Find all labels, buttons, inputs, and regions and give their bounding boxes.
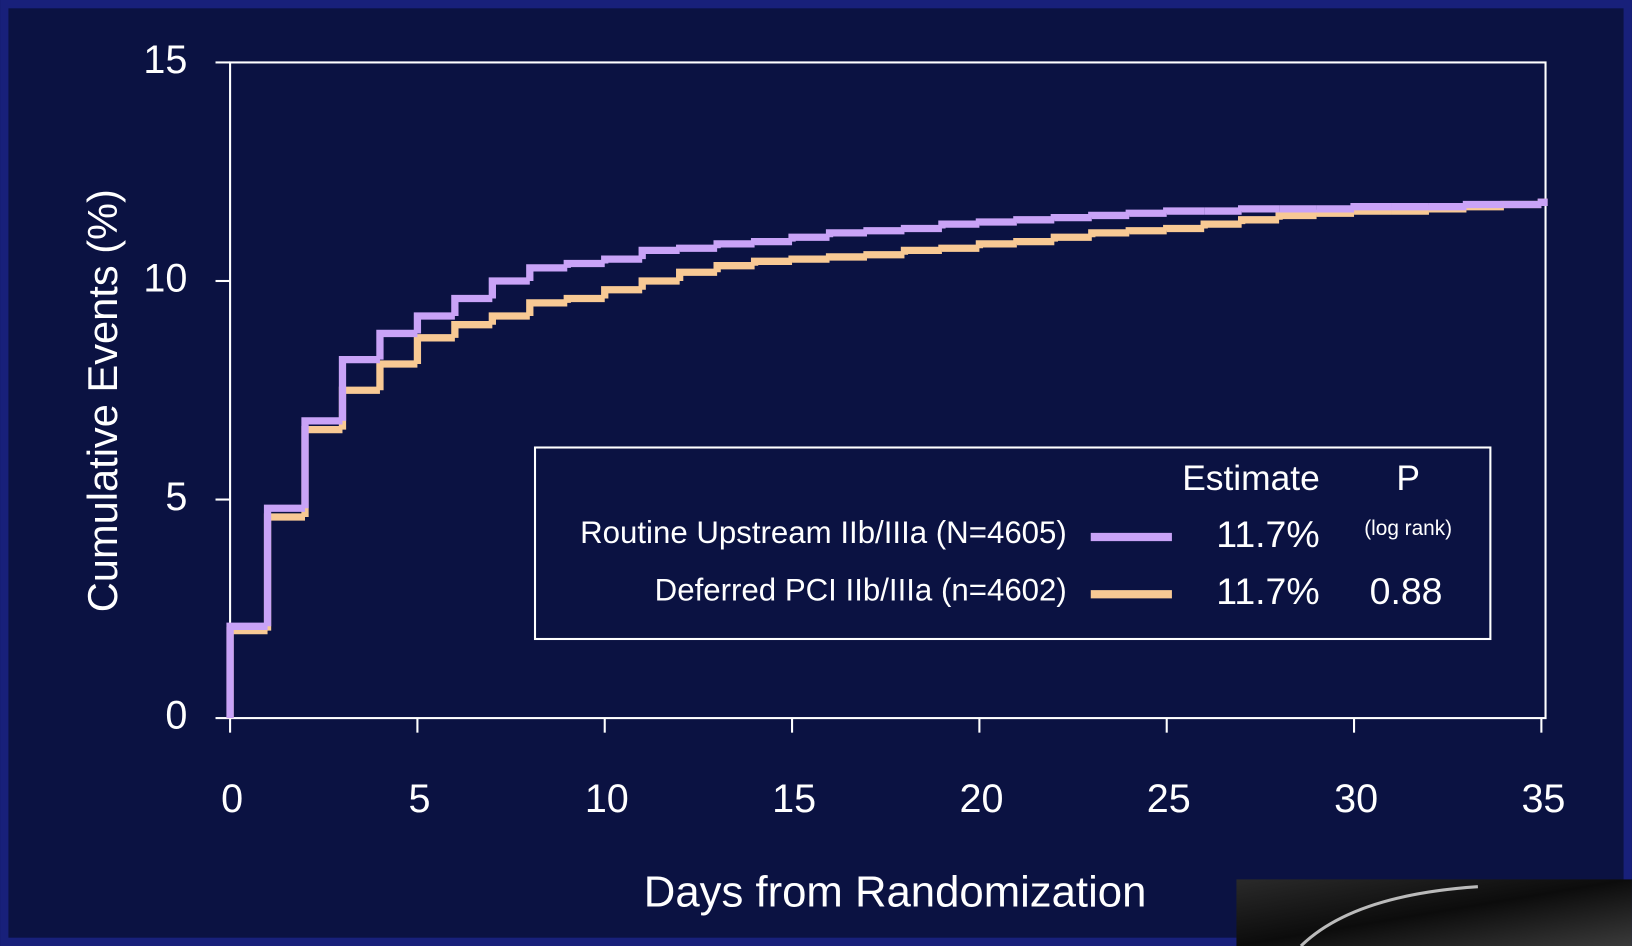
step-segment <box>755 242 792 244</box>
legend-estimate: 11.7% <box>1216 570 1319 612</box>
y-axis-title: Cumulative Events (%) <box>79 189 126 612</box>
y-tick-label: 0 <box>165 694 187 738</box>
x-tick-label: 20 <box>959 777 1003 821</box>
step-segment <box>867 231 904 233</box>
legend-label: Routine Upstream IIb/IIIa (N=4605) <box>580 515 1067 550</box>
x-tick-label: 30 <box>1334 777 1378 821</box>
y-tick-label: 15 <box>143 38 187 82</box>
step-segment <box>1541 202 1547 204</box>
step-segment <box>792 259 829 261</box>
step-segment <box>904 229 941 231</box>
x-tick-label: 15 <box>772 777 816 821</box>
legend-header-p: P <box>1396 459 1420 498</box>
logo <box>1236 879 1631 946</box>
chart: Days from Randomization Cumulative Event… <box>0 0 1632 946</box>
step-segment <box>1317 213 1354 215</box>
x-axis-title: Days from Randomization <box>644 868 1147 917</box>
x-tick-label: 25 <box>1147 777 1191 821</box>
step-segment <box>830 257 867 259</box>
step-segment <box>1129 213 1166 215</box>
step-segment <box>867 255 904 257</box>
step-segment <box>1354 207 1391 209</box>
legend-p-note: (log rank) <box>1364 517 1452 540</box>
x-tick-label: 10 <box>585 777 629 821</box>
y-tick-label: 5 <box>165 475 187 519</box>
legend-estimate: 11.7% <box>1216 513 1319 555</box>
step-segment <box>979 222 1016 224</box>
step-segment <box>1017 220 1054 222</box>
logo-box <box>1236 879 1631 946</box>
step-segment <box>1354 211 1391 213</box>
step-segment <box>1092 215 1129 217</box>
y-tick-label: 10 <box>143 256 187 300</box>
x-tick-label: 35 <box>1521 777 1565 821</box>
x-tick-label: 0 <box>221 777 243 821</box>
step-segment <box>680 248 717 250</box>
step-segment <box>1054 218 1091 220</box>
step-segment <box>1129 231 1166 233</box>
legend-header-estimate: Estimate <box>1182 459 1320 498</box>
step-segment <box>942 248 979 250</box>
x-tick-label: 5 <box>408 777 430 821</box>
legend-label: Deferred PCI IIb/IIIa (n=4602) <box>655 572 1067 607</box>
step-segment <box>1242 209 1279 211</box>
step-segment <box>1466 204 1503 206</box>
step-segment <box>1017 242 1054 244</box>
step-segment <box>1167 211 1204 213</box>
page: {"chart_data": { "type": "step", "x_labe… <box>0 0 1632 946</box>
step-segment <box>1167 229 1204 231</box>
p-value: 0.88 <box>1370 570 1443 612</box>
